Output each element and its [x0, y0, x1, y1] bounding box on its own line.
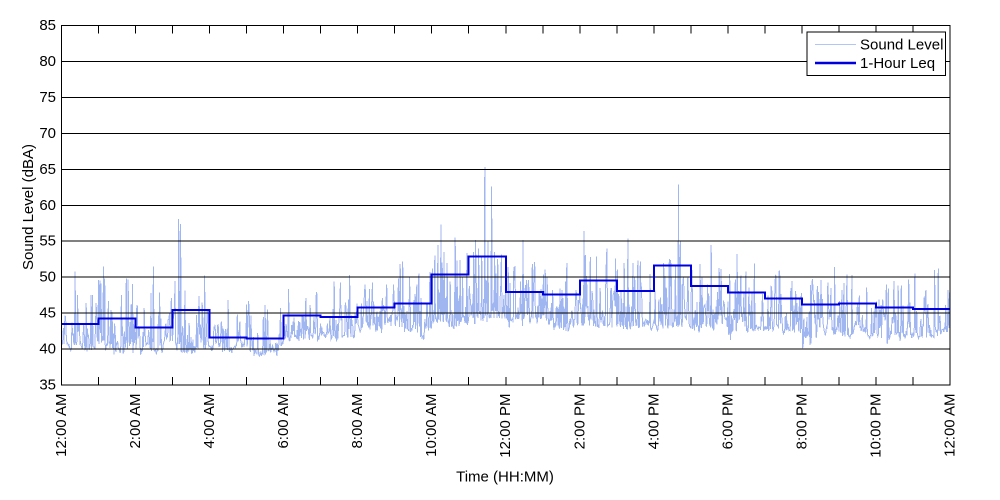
svg-text:10:00 PM: 10:00 PM — [868, 394, 885, 458]
svg-text:6:00 AM: 6:00 AM — [275, 394, 292, 449]
svg-text:Sound Level: Sound Level — [860, 37, 943, 54]
svg-text:50: 50 — [39, 269, 56, 286]
svg-text:2:00 AM: 2:00 AM — [127, 394, 144, 449]
svg-text:1-Hour Leq: 1-Hour Leq — [860, 55, 935, 72]
svg-text:8:00 AM: 8:00 AM — [349, 394, 366, 449]
svg-text:12:00 PM: 12:00 PM — [497, 394, 514, 458]
svg-text:40: 40 — [39, 341, 56, 358]
svg-text:75: 75 — [39, 89, 56, 106]
svg-text:70: 70 — [39, 125, 56, 142]
svg-text:45: 45 — [39, 305, 56, 322]
svg-text:6:00 PM: 6:00 PM — [719, 394, 736, 450]
svg-text:10:00 AM: 10:00 AM — [423, 394, 440, 457]
svg-text:80: 80 — [39, 53, 56, 70]
svg-text:8:00 PM: 8:00 PM — [793, 394, 810, 450]
svg-text:4:00 PM: 4:00 PM — [645, 394, 662, 450]
svg-text:35: 35 — [39, 377, 56, 394]
svg-text:65: 65 — [39, 161, 56, 178]
svg-text:85: 85 — [39, 17, 56, 34]
svg-text:60: 60 — [39, 197, 56, 214]
svg-text:2:00 PM: 2:00 PM — [571, 394, 588, 450]
svg-text:55: 55 — [39, 233, 56, 250]
svg-text:12:00 AM: 12:00 AM — [53, 394, 70, 457]
svg-text:12:00 AM: 12:00 AM — [942, 394, 959, 457]
svg-text:Time (HH:MM): Time (HH:MM) — [456, 469, 554, 486]
svg-text:Sound Level (dBA): Sound Level (dBA) — [20, 144, 37, 270]
svg-text:4:00 AM: 4:00 AM — [201, 394, 218, 449]
